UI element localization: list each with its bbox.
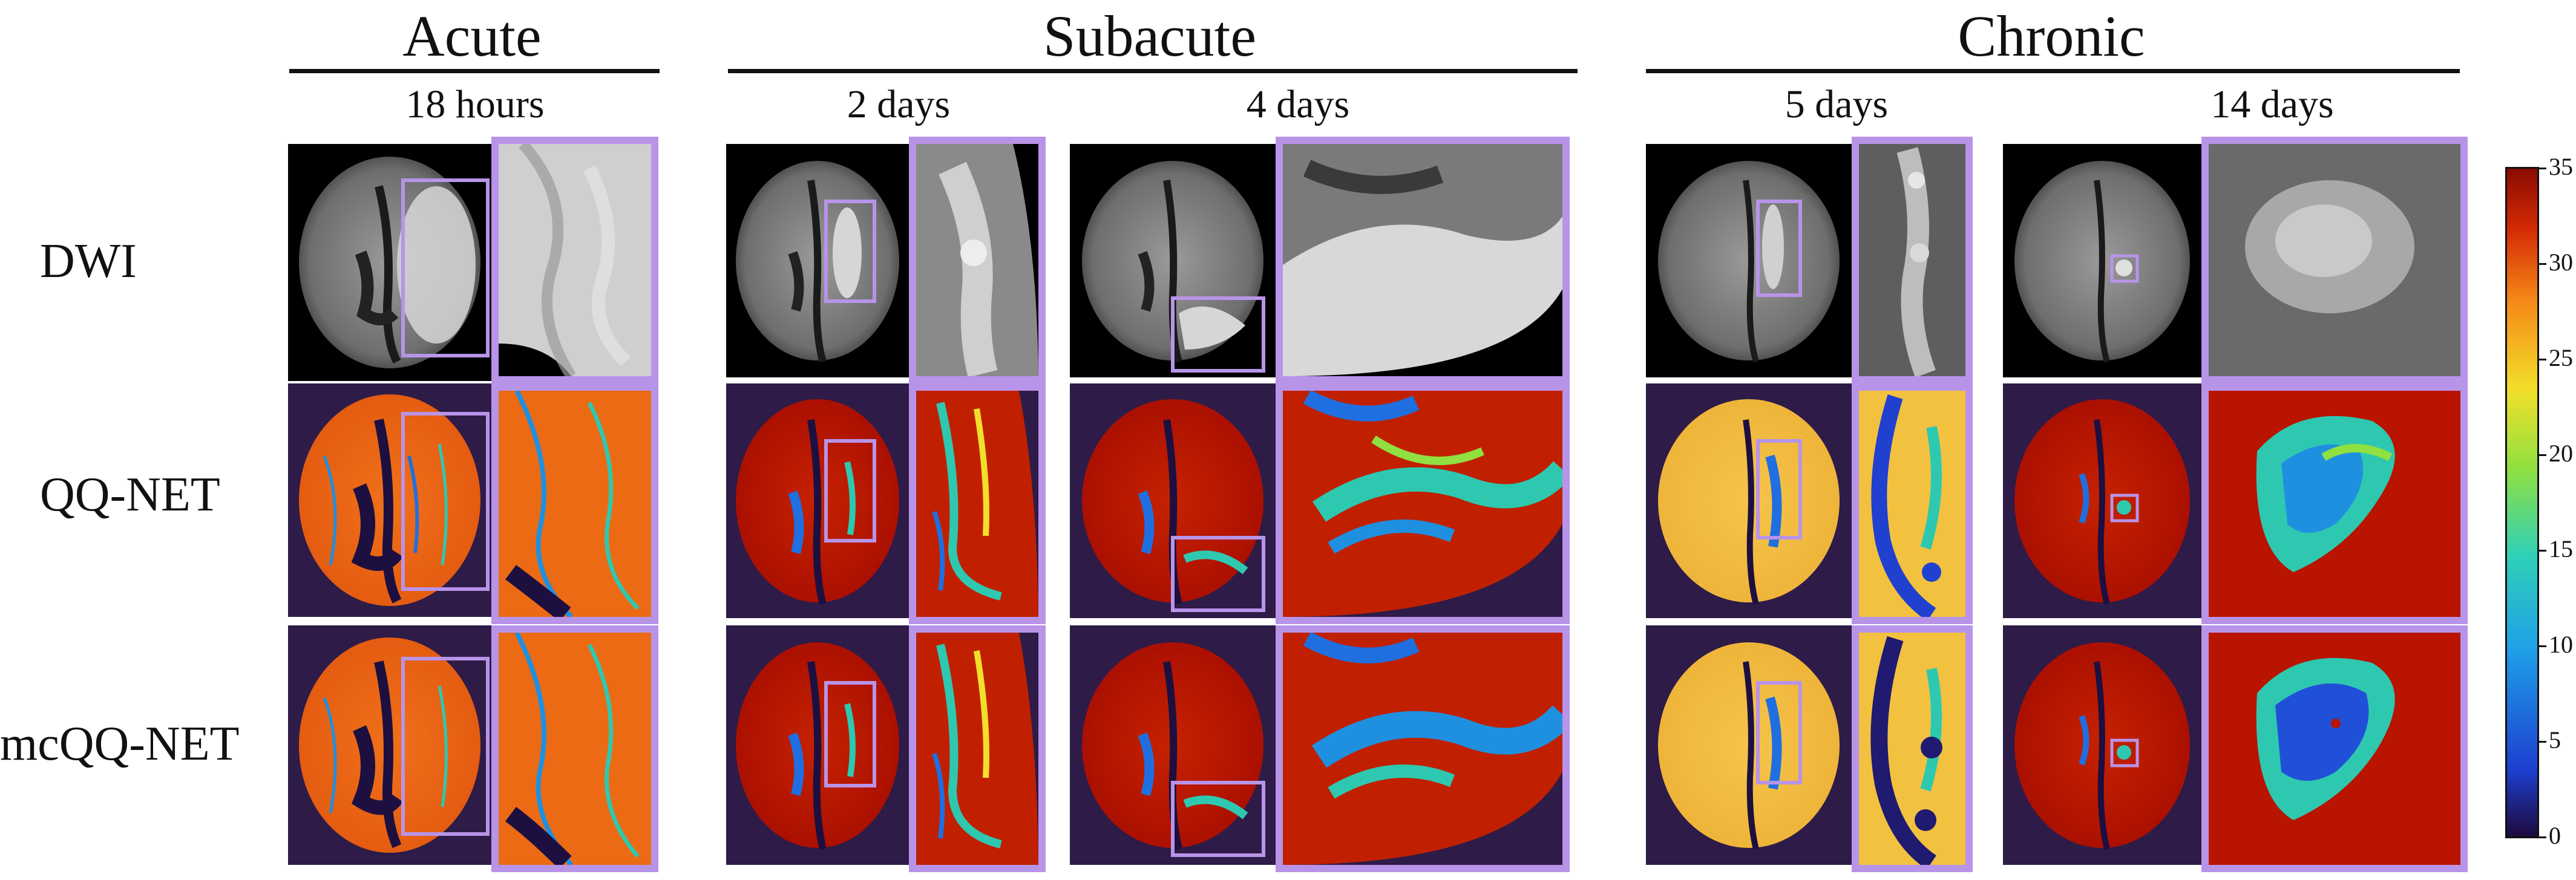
colorbar-tick-mark: [2539, 454, 2546, 456]
colorbar-tick-mark: [2539, 263, 2546, 265]
panel-4d-dwi: [1070, 144, 1276, 377]
colorbar-tick-label: 25: [2549, 344, 2573, 371]
panel-2d-dwi: [726, 144, 909, 377]
timepoint-2-days: 2 days: [847, 82, 951, 126]
timepoint-4-days: 4 days: [1246, 82, 1350, 126]
phase-rule-chronic: [1646, 69, 2460, 73]
zoom-5d-mcqq-net: [1852, 625, 1973, 872]
zoom-2d-mcqq-net: [909, 625, 1046, 872]
colorbar-tick-mark: [2539, 359, 2546, 360]
zoom-4d-dwi: [1276, 137, 1570, 383]
zoom-4d-qq-net: [1276, 383, 1570, 624]
phase-title-acute: Acute: [402, 4, 542, 68]
timepoint-18-hours: 18 hours: [405, 82, 545, 126]
colorbar-tick-mark: [2539, 836, 2546, 838]
zoom-2d-dwi: [909, 137, 1046, 383]
panel-2d-qq-net: [726, 383, 909, 618]
panel-5d-dwi: [1646, 144, 1852, 377]
panel-18h-qq-net: [288, 383, 491, 617]
panel-4d-qq-net: [1070, 383, 1276, 618]
zoom-18h-dwi: [491, 137, 658, 383]
panel-14d-mcqq-net: [2003, 625, 2201, 865]
colorbar-tick-mark: [2539, 645, 2546, 647]
zoom-14d-dwi: [2201, 137, 2468, 383]
zoom-5d-dwi: [1852, 137, 1973, 383]
zoom-18h-mcqq-net: [491, 625, 658, 872]
colorbar-tick-label: 20: [2549, 440, 2573, 467]
phase-title-subacute: Subacute: [1043, 4, 1256, 68]
colorbar-tick-label: 0: [2549, 822, 2561, 849]
panel-4d-mcqq-net: [1070, 625, 1276, 865]
panel-14d-qq-net: [2003, 383, 2201, 618]
colorbar-tick-mark: [2539, 550, 2546, 552]
row-label-dwi: DWI: [40, 235, 137, 288]
colorbar-tick-label: 5: [2549, 726, 2561, 754]
zoom-4d-mcqq-net: [1276, 625, 1570, 872]
zoom-2d-qq-net: [909, 383, 1046, 624]
panel-18h-dwi: [288, 144, 491, 381]
zoom-5d-qq-net: [1852, 383, 1973, 624]
panel-5d-mcqq-net: [1646, 625, 1852, 865]
row-label-qq-net: QQ-NET: [40, 468, 220, 521]
phase-title-chronic: Chronic: [1958, 4, 2145, 68]
colorbar-tick-label: 10: [2549, 631, 2573, 658]
timepoint-14-days: 14 days: [2211, 82, 2334, 126]
colorbar-tick-label: 30: [2549, 249, 2573, 276]
phase-rule-acute: [289, 69, 660, 73]
colorbar-tick-label: 15: [2549, 535, 2573, 562]
colorbar-tick-label: 35: [2549, 153, 2573, 180]
timepoint-5-days: 5 days: [1785, 82, 1889, 126]
panel-14d-dwi: [2003, 144, 2201, 377]
colorbar-tick-mark: [2539, 168, 2546, 169]
colorbar-tick-mark: [2539, 741, 2546, 743]
zoom-14d-qq-net: [2201, 383, 2468, 624]
phase-rule-subacute: [728, 69, 1578, 73]
row-label-mcqq-net: mcQQ-NET: [0, 717, 240, 771]
panel-2d-mcqq-net: [726, 625, 909, 865]
zoom-14d-mcqq-net: [2201, 625, 2468, 872]
panel-18h-mcqq-net: [288, 625, 491, 865]
panel-5d-qq-net: [1646, 383, 1852, 618]
zoom-18h-qq-net: [491, 383, 658, 624]
colorbar: [2505, 167, 2539, 838]
